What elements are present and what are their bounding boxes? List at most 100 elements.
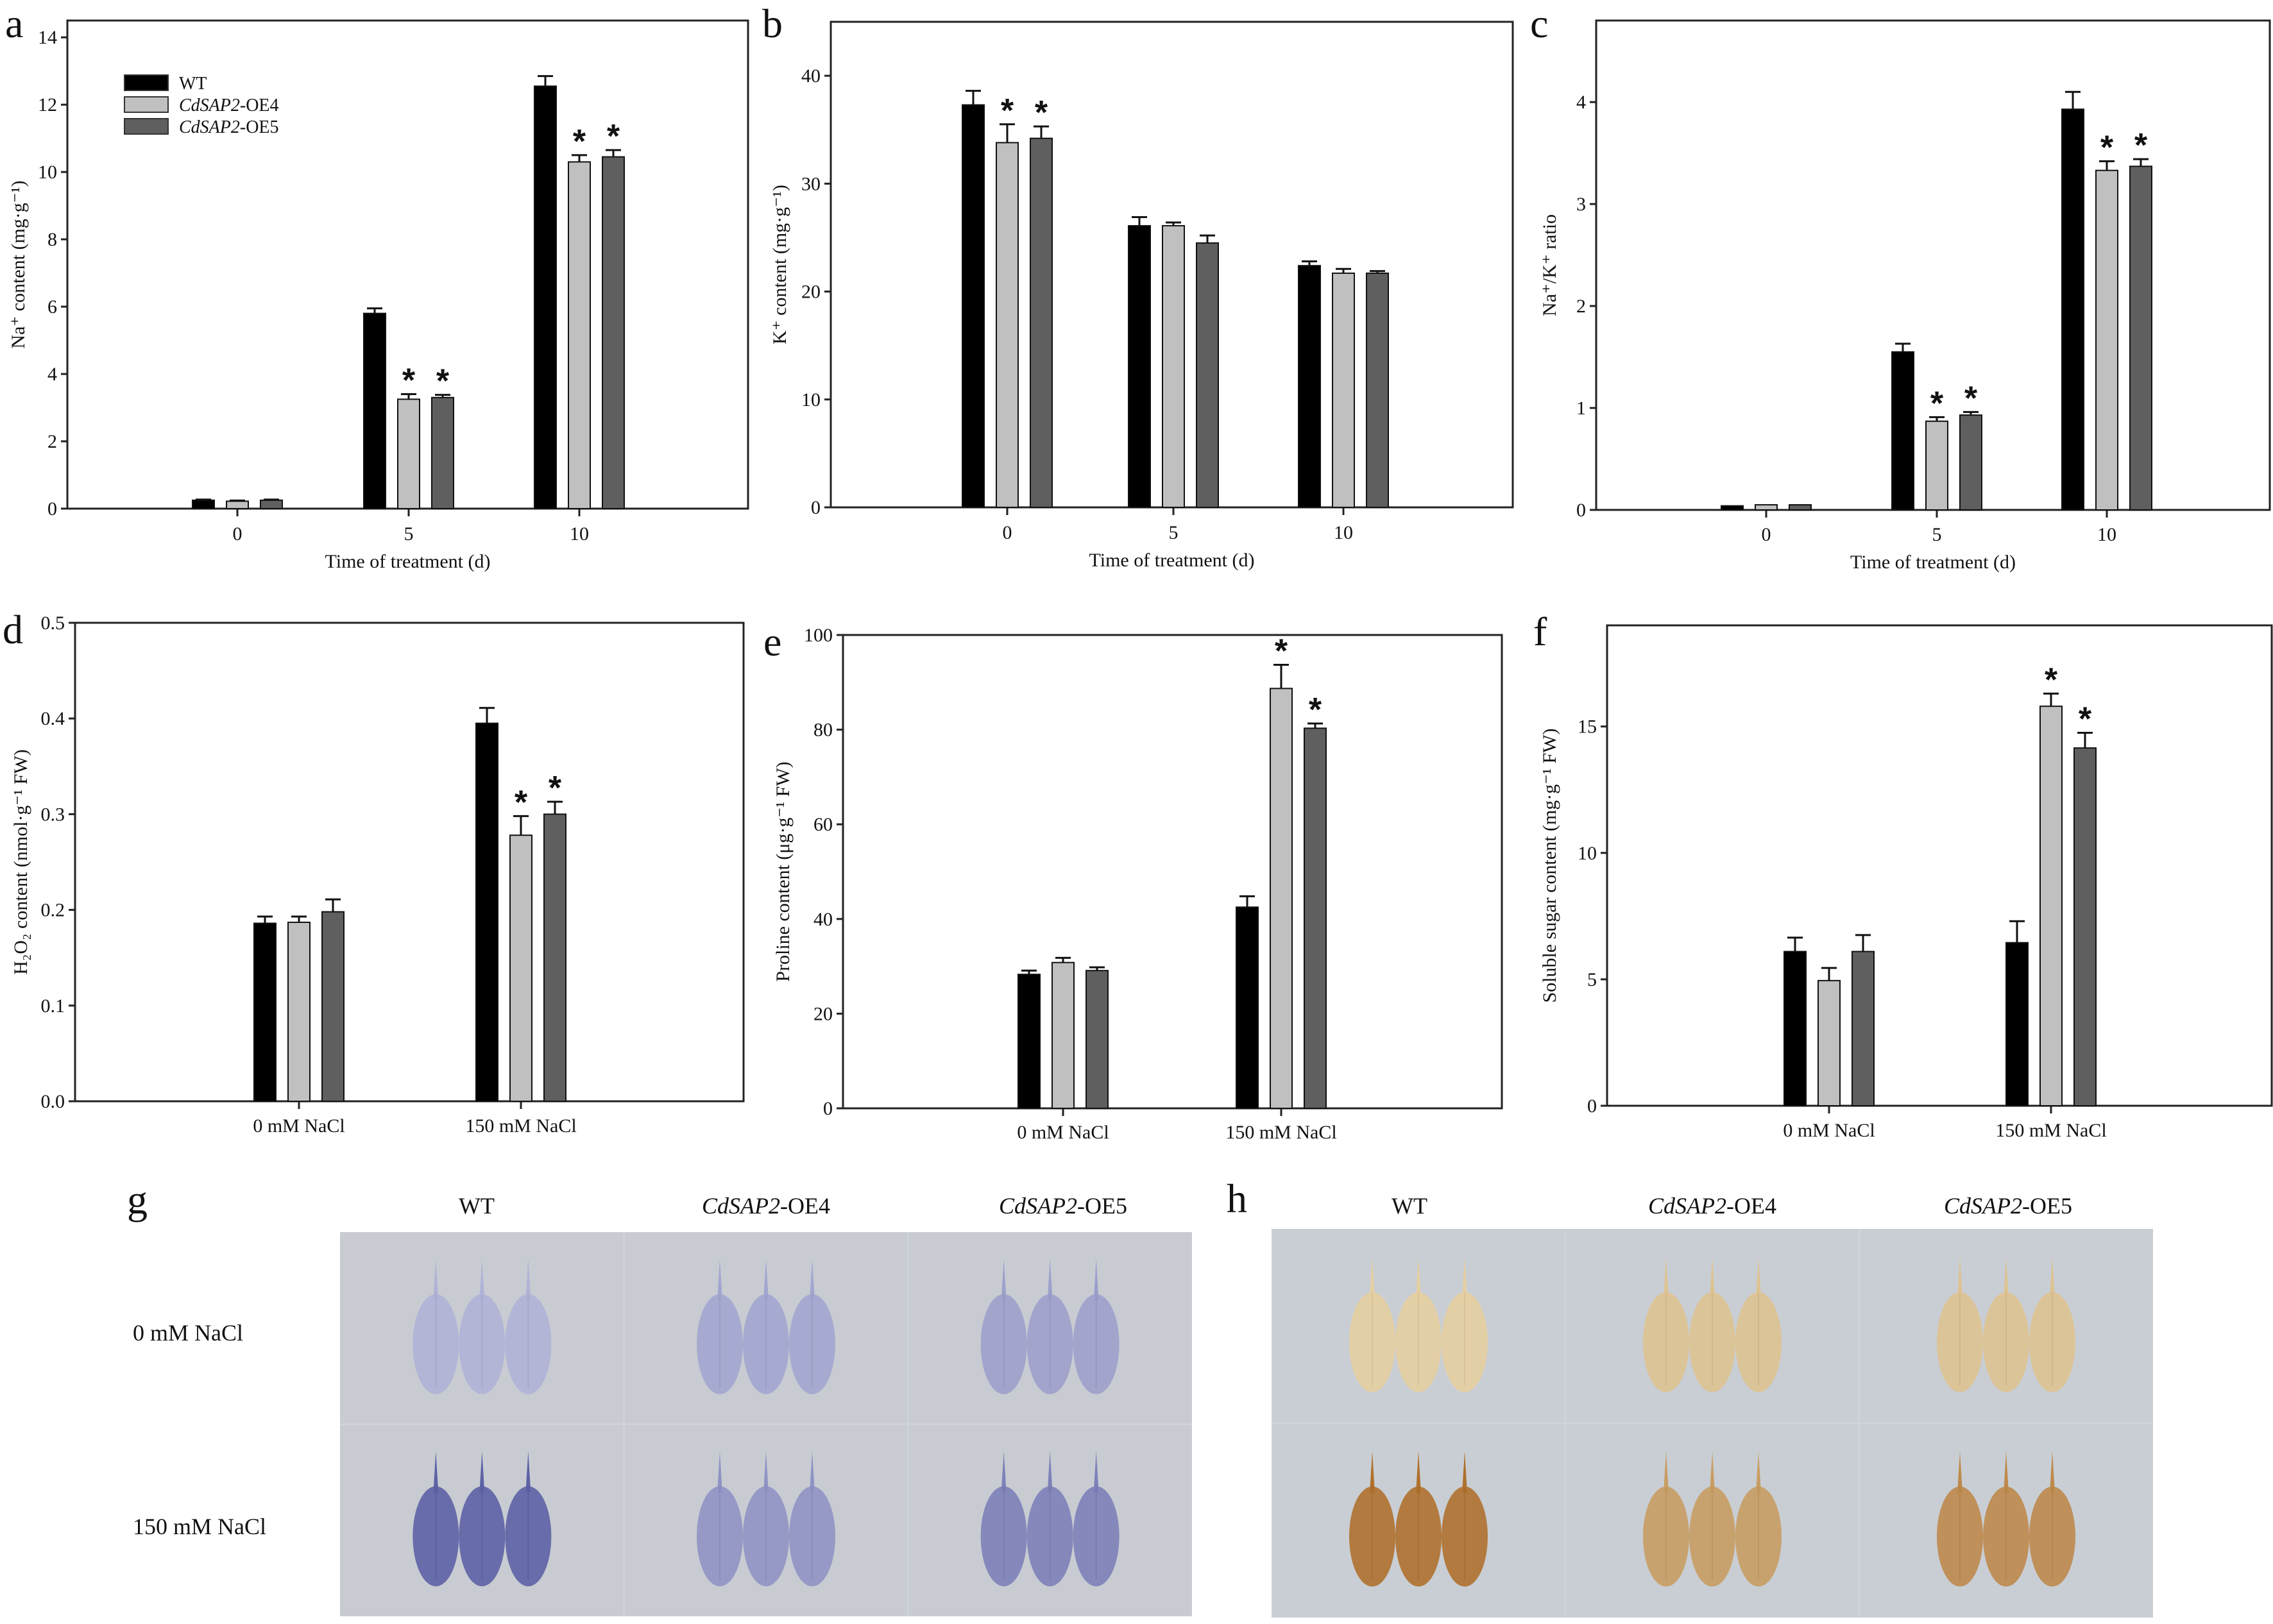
y-tick-label: 5 <box>1587 969 1597 990</box>
x-axis-title: Time of treatment (d) <box>325 551 490 572</box>
x-tick-label: 0 <box>1003 522 1012 543</box>
panel-letter: f <box>1533 609 1547 654</box>
significance-star: * <box>549 770 562 807</box>
y-tick-label: 12 <box>38 94 57 115</box>
leaf <box>2029 1451 2075 1587</box>
leaf <box>1689 1451 1735 1587</box>
leaf <box>1643 1256 1689 1392</box>
leaf <box>789 1451 835 1587</box>
y-tick-label: 10 <box>38 162 57 183</box>
significance-star: * <box>1001 92 1014 130</box>
chart-panel-f: f 0 5 10 15 Soluble sugar content (mg·g⁻¹ FW)… <box>1533 609 2273 1141</box>
y-tick-label: 15 <box>1578 716 1597 738</box>
bar-cdsap2-oe4-10 <box>2095 169 2118 511</box>
leaf <box>1689 1256 1735 1392</box>
panel-letter: a <box>5 1 23 46</box>
leaf <box>1026 1258 1073 1394</box>
bar-cdsap2-oe4-0-mm-nacl <box>287 921 311 1102</box>
x-tick-label: 10 <box>1334 522 1353 543</box>
legend-swatch <box>124 96 169 113</box>
significance-star: * <box>1964 380 1978 417</box>
significance-star: * <box>1309 691 1322 729</box>
bar-cdsap2-oe5-5 <box>431 396 454 509</box>
y-tick-label: 0.3 <box>41 804 65 825</box>
bar-cdsap2-oe5-10 <box>2129 165 2152 511</box>
bar-cdsap2-oe4-0 <box>1755 504 1778 511</box>
significance-star: * <box>1035 94 1048 131</box>
bar-wt-10 <box>534 85 557 510</box>
bar-cdsap2-oe4-5 <box>1162 224 1185 508</box>
y-tick-label: 0 <box>47 498 57 520</box>
bar-cdsap2-oe4-5 <box>397 398 420 509</box>
bar-cdsap2-oe5-0 <box>1030 137 1053 508</box>
leaf <box>1349 1451 1395 1587</box>
chart-panel-d: d 0.0 0.1 0.2 0.3 0.4 0.5 H₂O₂ content (nmol·g⁻… <box>3 607 745 1137</box>
plot-frame <box>74 622 745 1103</box>
y-tick-label: 0.1 <box>41 995 65 1017</box>
column-header: CdSAP2-OE5 <box>1944 1193 2072 1219</box>
significance-star: * <box>2134 127 2148 164</box>
leaf <box>1026 1451 1073 1587</box>
bar-cdsap2-oe4-0 <box>226 500 249 510</box>
leaf <box>413 1451 459 1587</box>
column-header: WT <box>1392 1193 1427 1219</box>
significance-star: * <box>436 363 450 400</box>
x-tick-label: 0 <box>1762 524 1771 545</box>
y-axis-title: Na⁺/K⁺ ratio <box>1539 214 1560 316</box>
significance-star: * <box>607 118 620 155</box>
bar-wt-150-mm-nacl <box>1236 906 1259 1109</box>
bar-cdsap2-oe4-150-mm-nacl <box>1270 688 1293 1110</box>
y-tick-label: 2 <box>1576 296 1586 317</box>
bar-wt-5 <box>1891 351 1914 511</box>
bar-cdsap2-oe5-150-mm-nacl <box>543 813 566 1103</box>
leaf <box>697 1451 743 1587</box>
y-tick-label: 30 <box>801 173 821 194</box>
panel-letter: h <box>1227 1176 1247 1221</box>
y-tick-label: 20 <box>801 282 821 303</box>
bar-cdsap2-oe4-10 <box>568 161 591 509</box>
bar-cdsap2-oe5-10 <box>602 156 625 509</box>
bar-cdsap2-oe5-0 <box>1789 504 1812 511</box>
bar-cdsap2-oe5-0-mm-nacl <box>1085 970 1109 1109</box>
y-axis-title: Soluble sugar content (mg·g⁻¹ FW) <box>1539 728 1560 1002</box>
y-tick-label: 2 <box>47 431 57 452</box>
bar-cdsap2-oe5-0-mm-nacl <box>321 911 345 1102</box>
leaf <box>1735 1451 1782 1587</box>
bar-wt-0-mm-nacl <box>253 922 277 1103</box>
significance-star: * <box>573 123 586 160</box>
x-tick-label: 0 mM NaCl <box>1017 1122 1109 1143</box>
panel-letter: d <box>3 607 23 652</box>
y-axis-title: Proline content (μg·g⁻¹ FW) <box>772 761 794 981</box>
x-tick-label: 10 <box>570 523 589 545</box>
leaf <box>1983 1256 2029 1392</box>
significance-star: * <box>515 784 528 821</box>
y-tick-label: 10 <box>1578 843 1597 864</box>
leaf <box>505 1451 552 1587</box>
bar-cdsap2-oe4-150-mm-nacl <box>509 834 532 1102</box>
row-label: 150 mM NaCl <box>133 1514 266 1539</box>
leaf <box>2029 1256 2075 1392</box>
bar-cdsap2-oe5-5 <box>1959 414 1982 511</box>
leaf <box>1395 1451 1442 1587</box>
x-tick-label: 0 mM NaCl <box>1783 1120 1875 1141</box>
x-tick-label: 150 mM NaCl <box>1995 1120 2106 1141</box>
leaf <box>1937 1256 1983 1392</box>
x-tick-label: 150 mM NaCl <box>465 1115 576 1137</box>
bar-cdsap2-oe4-0 <box>996 142 1019 509</box>
panel-letter: e <box>763 619 781 664</box>
y-tick-label: 100 <box>804 625 833 646</box>
bar-wt-10 <box>2061 108 2084 511</box>
column-header: CdSAP2-OE5 <box>999 1193 1127 1219</box>
bar-cdsap2-oe4-10 <box>1332 272 1355 508</box>
row-label: 0 mM NaCl <box>133 1320 243 1346</box>
leaf <box>459 1451 506 1587</box>
bar-wt-10 <box>1298 265 1321 508</box>
plot-frame <box>842 634 1503 1110</box>
legend-swatch <box>124 118 169 135</box>
significance-star: * <box>2045 661 2058 698</box>
x-tick-label: 150 mM NaCl <box>1225 1122 1336 1143</box>
significance-star: * <box>402 362 416 400</box>
y-tick-label: 20 <box>813 1003 833 1024</box>
column-header: WT <box>459 1193 495 1219</box>
y-tick-label: 10 <box>801 389 821 410</box>
